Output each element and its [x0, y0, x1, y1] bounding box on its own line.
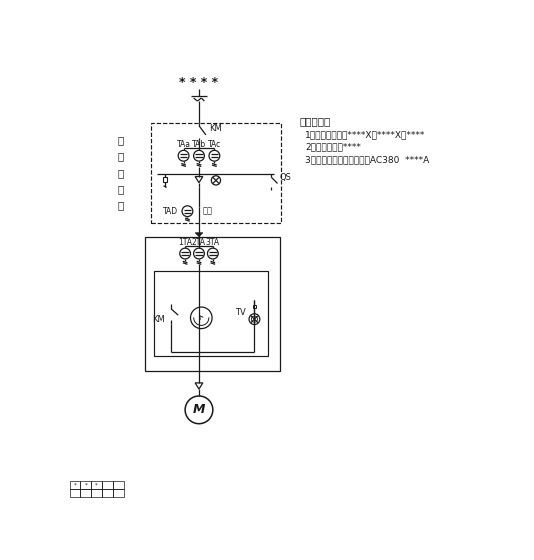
Text: 1TA: 1TA: [178, 238, 192, 248]
Text: M: M: [193, 403, 205, 416]
Text: 3、甲方提供三相四线电源AC380  ****A: 3、甲方提供三相四线电源AC380 ****A: [305, 155, 429, 164]
Text: * * * *: * * * *: [179, 76, 218, 89]
Bar: [113, 489, 123, 497]
Text: *: *: [95, 483, 98, 488]
Polygon shape: [195, 233, 203, 237]
Bar: [163, 176, 168, 182]
Text: *: *: [74, 483, 76, 488]
Text: 1、外形尺寸：高****X宽****X深****: 1、外形尺寸：高****X宽****X深****: [305, 130, 426, 139]
Bar: [91, 482, 102, 489]
Bar: [81, 482, 91, 489]
Text: TAc: TAc: [208, 141, 221, 150]
Text: TV: TV: [235, 309, 246, 318]
Bar: [113, 482, 123, 489]
Text: 零序: 零序: [203, 207, 213, 216]
Bar: [253, 305, 256, 309]
Text: *: *: [84, 483, 87, 488]
Text: TAa: TAa: [177, 141, 191, 150]
Bar: [81, 489, 91, 497]
Bar: [102, 482, 113, 489]
Bar: [151, 123, 280, 223]
Bar: [69, 489, 81, 497]
Text: 配置说明：: 配置说明：: [299, 116, 331, 126]
Text: KM: KM: [152, 315, 165, 324]
Bar: [91, 489, 102, 497]
Text: KM: KM: [209, 124, 222, 133]
Text: TAb: TAb: [192, 141, 206, 150]
Bar: [69, 482, 81, 489]
Bar: [102, 489, 113, 497]
Text: TAD: TAD: [163, 207, 178, 216]
Text: 运
行
开
关
柜: 运 行 开 关 柜: [117, 135, 123, 211]
Text: 2、柜体颜色：****: 2、柜体颜色：****: [305, 143, 361, 152]
Text: 2TA: 2TA: [192, 238, 206, 248]
Text: QS: QS: [279, 173, 291, 182]
Bar: [154, 271, 268, 356]
Text: 3TA: 3TA: [206, 238, 220, 248]
Bar: [145, 237, 280, 371]
